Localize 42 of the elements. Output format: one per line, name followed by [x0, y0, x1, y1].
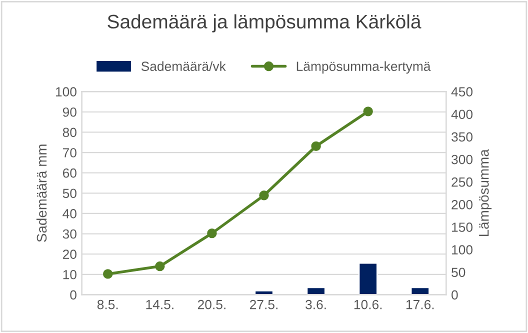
point — [103, 269, 113, 279]
y-tick-label: 0 — [70, 290, 76, 300]
bar — [358, 262, 378, 295]
point — [363, 106, 373, 116]
y-tick-label: 40 — [62, 209, 76, 218]
y2-tick-label: 50 — [452, 268, 466, 278]
y-axis-title: Sademäärä mm — [36, 144, 47, 242]
point — [207, 228, 217, 238]
chart-title: Sademäärä ja lämpösumma Kärkölä — [108, 14, 422, 32]
y-tick-label: 80 — [62, 128, 76, 138]
point — [155, 261, 165, 272]
y-tick-label: 50 — [62, 188, 76, 198]
y-tick-label: 100 — [56, 87, 76, 96]
x-tick-label: 20.5. — [198, 300, 226, 310]
y-tick-label: 60 — [62, 168, 76, 178]
bar — [306, 286, 326, 295]
y2-tick-label: 200 — [452, 200, 473, 210]
y-tick-label: 10 — [63, 270, 76, 280]
point — [311, 141, 321, 152]
y-tick-label: 30 — [62, 229, 76, 239]
legend-label: Sademäärä/vk — [141, 61, 226, 71]
y2-tick-label: 400 — [451, 110, 473, 120]
y2-tick-label: 250 — [452, 177, 473, 187]
y-tick-label: 20 — [62, 250, 76, 259]
y2-tick-label: 300 — [452, 154, 473, 164]
x-tick-label: 27.5. — [250, 300, 278, 310]
y-tick-label: 70 — [62, 148, 76, 158]
legend-label: Lämpösumma-kertymä — [296, 61, 431, 74]
x-tick-label: 3.6. — [306, 300, 326, 310]
x-tick-label: 17.6. — [406, 300, 434, 310]
x-tick-label: 10.6. — [354, 300, 382, 310]
point — [259, 190, 269, 200]
y2-tick-label: 450 — [451, 87, 473, 96]
y2-axis-title: Lämpösumma — [479, 149, 492, 236]
x-tick-label: 8.5. — [97, 300, 118, 310]
y2-tick-label: 0 — [452, 290, 458, 300]
x-tick-label: 14.5. — [146, 300, 174, 310]
bar — [410, 286, 430, 295]
y2-tick-label: 100 — [452, 245, 473, 254]
y2-tick-label: 350 — [452, 132, 473, 142]
y2-tick-label: 150 — [452, 222, 473, 232]
y-tick-label: 90 — [62, 107, 76, 117]
